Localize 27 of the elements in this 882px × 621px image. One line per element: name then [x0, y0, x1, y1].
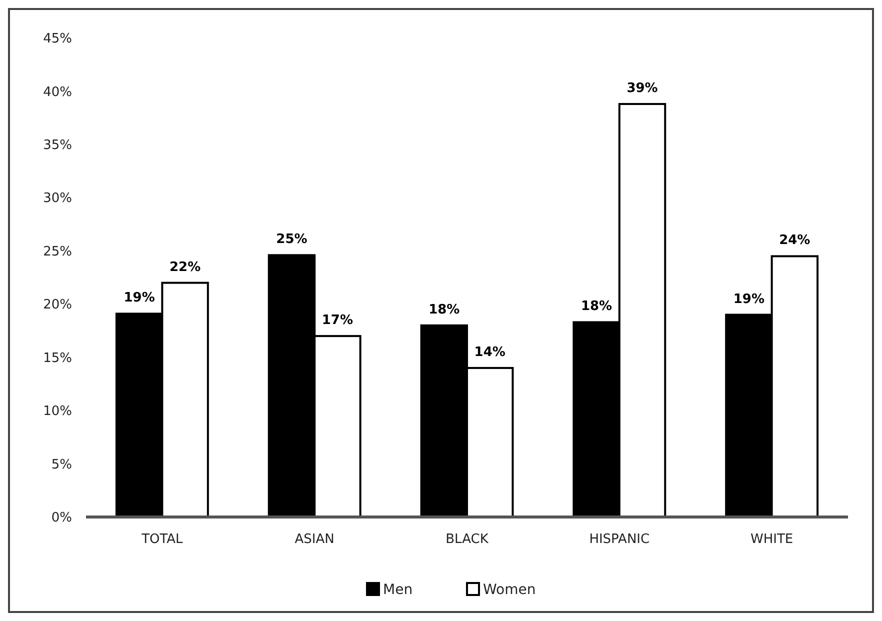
- data-label: 18%: [428, 302, 460, 318]
- y-tick-label: 25%: [43, 244, 72, 260]
- data-label: 19%: [124, 290, 155, 306]
- y-tick-label: 35%: [43, 138, 72, 153]
- x-tick-label: BLACK: [446, 532, 489, 547]
- x-tick-label: TOTAL: [140, 532, 184, 547]
- y-tick-label: 30%: [43, 191, 72, 206]
- x-tick-label: ASIAN: [294, 532, 334, 547]
- y-tick-label: 45%: [43, 32, 72, 47]
- x-tick-label: WHITE: [750, 532, 794, 547]
- y-tick-label: 5%: [51, 457, 72, 472]
- y-tick-label: 15%: [43, 350, 72, 366]
- y-tick-label: 20%: [43, 298, 72, 313]
- data-label: 39%: [626, 80, 658, 96]
- data-label: 17%: [322, 313, 354, 328]
- y-tick-label: 10%: [43, 404, 72, 420]
- data-label: 22%: [169, 260, 201, 275]
- y-tick-label: 40%: [43, 84, 72, 100]
- data-label: 14%: [474, 344, 506, 360]
- data-label: 19%: [733, 292, 765, 307]
- x-tick-label: HISPANIC: [589, 532, 650, 547]
- legend-label: Men: [383, 582, 413, 598]
- data-label: 18%: [580, 299, 612, 314]
- y-tick-label: 0%: [51, 510, 72, 526]
- data-label: 24%: [779, 233, 810, 248]
- data-label: 25%: [276, 232, 308, 248]
- legend-label: Women: [483, 582, 536, 598]
